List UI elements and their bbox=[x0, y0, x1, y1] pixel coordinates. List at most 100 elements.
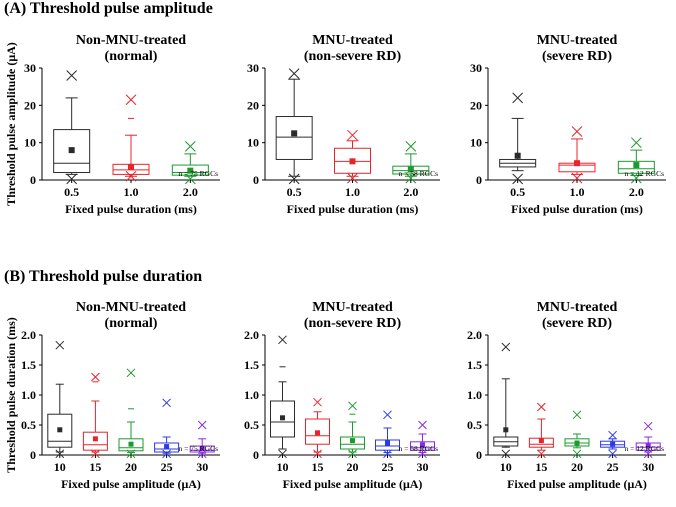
chart-3-ytick-label-3: 30 bbox=[470, 61, 482, 75]
chart-2-xlabel: Fixed pulse duration (ms) bbox=[287, 202, 419, 216]
chart-4-box-2-rect bbox=[118, 438, 144, 452]
chart-5-box-4-rect bbox=[410, 441, 435, 451]
chart-6-box-3 bbox=[600, 430, 626, 459]
chart-4-xtick-label-1: 15 bbox=[89, 460, 101, 474]
chart-4: Non-MNU-treated(normal) 0 0.5 1.0 1.5 2.0 10 15… bbox=[4, 300, 220, 491]
chart-6-ytick-label-3: 1.5 bbox=[467, 358, 482, 372]
chart-6-title-line-2: (severe RD) bbox=[542, 316, 612, 331]
chart-2-title-line-2: (non-severe RD) bbox=[304, 49, 402, 64]
chart-5-box-4-mean-marker bbox=[420, 442, 425, 448]
chart-6-n-label: n = 12 RGCs bbox=[625, 444, 665, 453]
chart-6-box-1-min-marker bbox=[537, 449, 546, 459]
chart-3-ytick-label-2: 20 bbox=[470, 98, 482, 112]
chart-6-title-line-1: MNU-treated bbox=[537, 300, 618, 315]
chart-2: MNU-treated(non-severe RD) 0 10 20 30 0.5 1.0 2… bbox=[247, 33, 440, 216]
chart-4-box-4-min-marker bbox=[197, 449, 207, 459]
chart-1-box-0-mean-marker bbox=[68, 147, 75, 154]
chart-4-ytick-label-1: 0.5 bbox=[21, 418, 36, 432]
chart-6: MNU-treated(severe RD) 0 0.5 1.0 1.5 2.0 10 15 2… bbox=[467, 300, 666, 491]
chart-1-box-0 bbox=[53, 70, 91, 185]
chart-5-ytick-label-1: 0.5 bbox=[244, 418, 259, 432]
chart-6-ytick-label-4: 2.0 bbox=[467, 328, 482, 342]
chart-5-box-3-min-marker bbox=[383, 449, 392, 459]
chart-6-box-3-rect bbox=[600, 440, 626, 448]
chart-4-ytick-label-3: 1.5 bbox=[21, 358, 36, 372]
chart-1-box-2-mean-marker bbox=[187, 167, 194, 174]
chart-4-box-0-mean-marker bbox=[57, 427, 63, 433]
chart-6-box-4-min-marker bbox=[643, 449, 653, 459]
chart-4-box-2-mean-marker bbox=[128, 441, 134, 447]
chart-1-ytick-label-1: 10 bbox=[24, 136, 36, 150]
chart-3-xtick-label-1: 1.0 bbox=[570, 185, 585, 199]
chart-2-ytick-label-2: 20 bbox=[247, 98, 259, 112]
chart-2-xtick-label-1: 1.0 bbox=[345, 185, 360, 199]
chart-5-box-0 bbox=[270, 335, 295, 459]
chart-2-box-2-max-marker bbox=[405, 141, 417, 152]
chart-5: MNU-treated(non-severe RD) 0 0.5 1.0 1.5 2.0 1… bbox=[244, 300, 440, 491]
chart-6-xtick-label-0: 10 bbox=[500, 460, 512, 474]
chart-1: Non-MNU-treated(normal) 0 10 20 30 0.5 1.0 2.0 n… bbox=[4, 33, 220, 216]
chart-6-xtick-label-4: 30 bbox=[642, 460, 654, 474]
chart-4-box-0 bbox=[47, 340, 73, 459]
chart-5-box-1 bbox=[305, 397, 330, 459]
chart-5-xlabel: Fixed pulse amplitude (μA) bbox=[283, 477, 423, 491]
chart-3-box-0-mean-marker bbox=[514, 152, 521, 159]
chart-3-box-0-max-marker bbox=[512, 92, 524, 104]
chart-6-box-1-max-marker bbox=[537, 402, 546, 412]
chart-2-ytick-label-1: 10 bbox=[247, 136, 259, 150]
chart-5-box-0-rect bbox=[270, 400, 295, 438]
chart-5-box-0-max-marker bbox=[278, 335, 287, 345]
chart-5-ytick-label-3: 1.5 bbox=[244, 358, 259, 372]
chart-4-box-1-min-marker bbox=[91, 449, 100, 459]
chart-1-n-label: n = 75 RGCs bbox=[179, 169, 219, 178]
chart-6-box-2-rect bbox=[564, 438, 590, 447]
chart-5-box-0-min-marker bbox=[278, 449, 287, 459]
chart-1-box-2-max-marker bbox=[184, 141, 196, 152]
chart-3-box-1-mean-marker bbox=[574, 160, 580, 167]
chart-1-xtick-label-0: 0.5 bbox=[64, 185, 79, 199]
chart-1-ytick-label-0: 0 bbox=[30, 173, 36, 187]
chart-5-box-4-min-marker bbox=[418, 449, 427, 459]
chart-4-box-2-max-marker bbox=[126, 368, 136, 378]
chart-6-box-3-mean-marker bbox=[610, 441, 616, 447]
chart-5-box-2 bbox=[340, 401, 365, 459]
chart-5-box-3-max-marker bbox=[383, 410, 392, 420]
chart-6-ytick-label-2: 1.0 bbox=[467, 388, 482, 402]
chart-3-xtick-label-2: 2.0 bbox=[629, 185, 644, 199]
chart-4-box-0-rect bbox=[47, 413, 73, 448]
chart-2-ytick-label-0: 0 bbox=[253, 173, 259, 187]
chart-2-box-0-rect bbox=[275, 116, 313, 160]
chart-3-box-0-min-marker bbox=[512, 173, 524, 185]
chart-3-box-2-max-marker bbox=[630, 137, 642, 149]
chart-6-box-3-min-marker bbox=[608, 449, 617, 459]
chart-4-ytick-label-4: 2.0 bbox=[21, 328, 36, 342]
chart-4-box-4-max-marker bbox=[197, 420, 207, 430]
chart-6-box-1-mean-marker bbox=[538, 438, 544, 444]
chart-1-ytick-label-2: 20 bbox=[24, 98, 36, 112]
chart-4-box-2-min-marker bbox=[126, 449, 136, 459]
chart-4-xlabel: Fixed pulse amplitude (μA) bbox=[61, 477, 201, 491]
chart-1-xtick-label-1: 1.0 bbox=[124, 185, 139, 199]
chart-1-box-2 bbox=[171, 141, 209, 185]
chart-4-box-1 bbox=[82, 372, 108, 459]
chart-4-box-1-rect bbox=[82, 431, 108, 451]
chart-6-box-4-mean-marker bbox=[645, 443, 651, 449]
chart-1-title-line-2: (normal) bbox=[105, 49, 158, 64]
chart-4-box-4-mean-marker bbox=[199, 445, 205, 451]
chart-3-box-0 bbox=[499, 92, 537, 185]
chart-1-box-1-max-marker bbox=[125, 94, 137, 106]
chart-5-xtick-label-4: 30 bbox=[417, 460, 429, 474]
chart-5-box-1-mean-marker bbox=[315, 430, 320, 436]
chart-2-box-1-mean-marker bbox=[349, 158, 356, 165]
chart-4-n-label: n = 75 RGCs bbox=[179, 444, 219, 453]
chart-2-box-2 bbox=[392, 141, 430, 184]
chart-4-box-3 bbox=[154, 398, 180, 459]
chart-1-box-2-rect bbox=[171, 164, 209, 176]
chart-1-box-1-min-marker bbox=[125, 170, 137, 182]
chart-1-box-2-min-marker bbox=[184, 173, 196, 185]
chart-6-box-4-max-marker bbox=[643, 421, 653, 431]
chart-5-box-0-mean-marker bbox=[280, 415, 285, 421]
chart-4-xtick-label-3: 25 bbox=[161, 460, 173, 474]
